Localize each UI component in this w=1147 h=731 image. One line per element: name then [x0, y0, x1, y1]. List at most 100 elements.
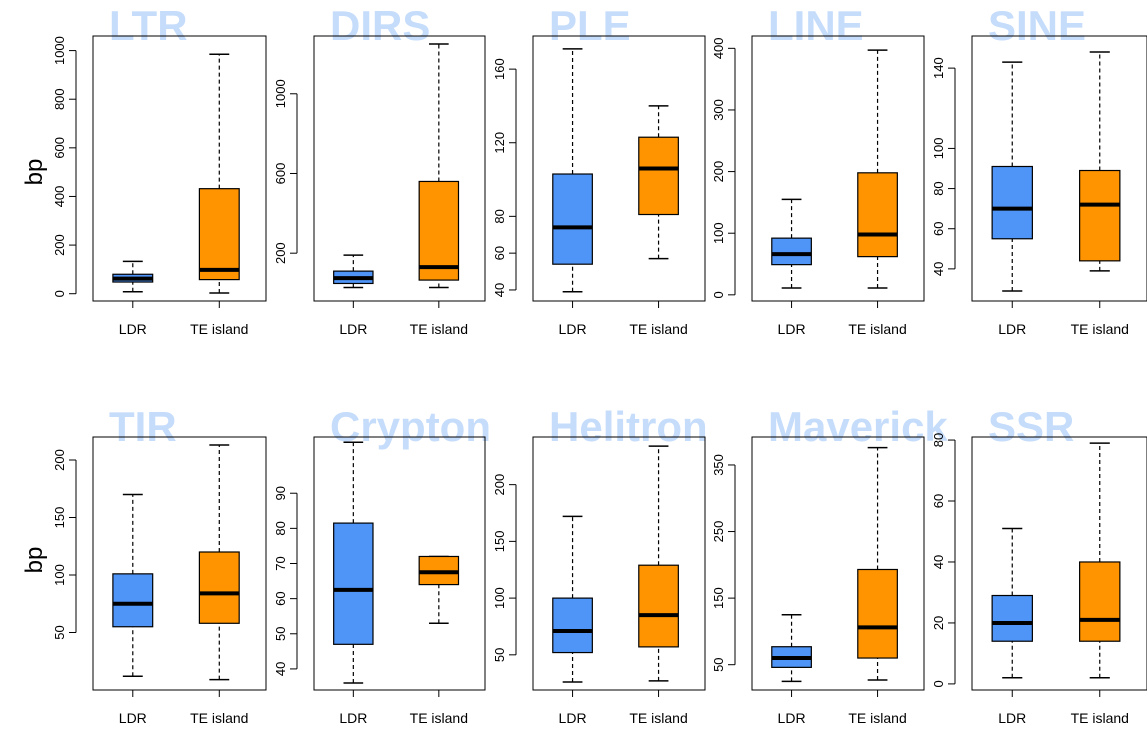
y-tick-label: 350 — [711, 454, 726, 476]
x-category-label: TE island — [1071, 710, 1129, 726]
y-tick-label: 140 — [931, 57, 946, 79]
y-tick-label: 100 — [52, 564, 67, 586]
iqr-box — [418, 180, 460, 281]
plot-frame — [92, 35, 267, 302]
x-category-label: TE island — [410, 321, 468, 337]
x-category-label: LDR — [339, 321, 367, 337]
y-tick-label: 800 — [52, 88, 67, 110]
x-category-label: TE island — [848, 321, 906, 337]
iqr-box — [552, 173, 593, 265]
panel-title: PLE — [549, 2, 631, 49]
y-tick-label: 100 — [711, 222, 726, 244]
y-tick-label: 600 — [273, 163, 288, 185]
plot-frame — [313, 35, 486, 302]
panel-helitron: Helitron 50 100 150 200 LDR TE island — [492, 403, 708, 726]
x-category-label: TE island — [190, 710, 248, 726]
plot-frame — [92, 436, 267, 691]
y-tick-label: 40 — [931, 262, 946, 276]
y-tick-label: 120 — [492, 132, 507, 154]
box-te-island — [638, 105, 679, 260]
x-category-label: TE island — [848, 710, 906, 726]
x-category-label: TE island — [190, 321, 248, 337]
y-tick-label: 50 — [52, 625, 67, 639]
plot-frame — [971, 436, 1147, 691]
y-tick-label: 0 — [52, 290, 67, 297]
y-tick-label: 50 — [711, 657, 726, 671]
iqr-box — [333, 522, 374, 645]
y-tick-label: 600 — [52, 137, 67, 159]
panel-title: LINE — [768, 2, 864, 49]
iqr-box — [1079, 169, 1121, 262]
y-tick-label: 50 — [273, 627, 288, 641]
panel-title: Maverick — [768, 403, 948, 450]
x-category-label: LDR — [559, 321, 587, 337]
panel-title: DIRS — [330, 2, 430, 49]
iqr-box — [198, 188, 240, 281]
y-tick-label: 60 — [492, 246, 507, 260]
box-te-island — [198, 444, 240, 681]
panel-title: TIR — [109, 403, 177, 450]
y-tick-label: 80 — [273, 521, 288, 535]
panel-ssr: SSR 0 20 40 60 80 LDR TE island — [931, 403, 1147, 726]
iqr-box — [771, 237, 812, 266]
x-category-label: TE island — [1071, 321, 1129, 337]
iqr-box — [198, 551, 240, 624]
y-tick-label: 100 — [492, 587, 507, 609]
box-ldr — [333, 254, 374, 289]
y-tick-label: 200 — [273, 242, 288, 264]
y-tick-label: 100 — [931, 138, 946, 160]
iqr-box — [1079, 561, 1121, 642]
panel-line: LINE 0 100 200 300 400 LDR TE island — [711, 2, 925, 337]
y-tick-label: 200 — [52, 234, 67, 256]
x-category-label: LDR — [778, 321, 806, 337]
y-tick-label: 40 — [273, 662, 288, 676]
panel-sine: SINE 40 60 80 100 140 LDR TE island — [931, 2, 1147, 337]
y-tick-label: 80 — [492, 209, 507, 223]
x-category-label: LDR — [559, 710, 587, 726]
iqr-box — [857, 172, 898, 258]
y-tick-label: 40 — [931, 555, 946, 569]
box-ldr — [112, 260, 154, 293]
y-tick-label: 200 — [492, 474, 507, 496]
y-tick-label: 70 — [273, 556, 288, 570]
iqr-box — [991, 594, 1033, 642]
y-tick-label: 0 — [711, 291, 726, 298]
box-te-island — [1079, 442, 1121, 679]
y-tick-label: 0 — [931, 680, 946, 687]
x-category-label: TE island — [629, 710, 687, 726]
x-category-label: LDR — [119, 321, 147, 337]
x-category-label: LDR — [778, 710, 806, 726]
y-tick-label: 200 — [52, 449, 67, 471]
box-te-island — [1079, 51, 1121, 272]
y-tick-label: 160 — [492, 58, 507, 80]
row-2-y-axis-label: bp — [21, 547, 48, 574]
box-ldr — [991, 61, 1033, 292]
iqr-box — [552, 597, 593, 654]
y-tick-label: 50 — [492, 648, 507, 662]
panel-ple: PLE 40 60 80 120 160 LDR TE island — [492, 2, 706, 337]
panel-title: SINE — [988, 2, 1086, 49]
y-tick-label: 60 — [931, 494, 946, 508]
y-tick-label: 60 — [273, 591, 288, 605]
x-category-label: LDR — [339, 710, 367, 726]
box-te-island — [418, 43, 460, 289]
y-tick-label: 150 — [711, 587, 726, 609]
box-ldr — [333, 441, 374, 684]
box-ldr — [771, 614, 812, 683]
box-te-island — [418, 555, 460, 624]
box-ldr — [991, 527, 1033, 679]
x-category-label: LDR — [998, 710, 1026, 726]
box-te-island — [857, 49, 898, 289]
box-ldr — [112, 493, 154, 677]
panel-tir: TIR 50 100 150 200 LDR TE island — [52, 403, 267, 726]
panel-dirs: DIRS 200 600 1000 LDR TE island — [273, 2, 486, 337]
y-tick-label: 400 — [52, 186, 67, 208]
iqr-box — [991, 165, 1033, 240]
y-tick-label: 40 — [492, 283, 507, 297]
y-tick-label: 80 — [931, 433, 946, 447]
x-category-label: LDR — [998, 321, 1026, 337]
y-tick-label: 1000 — [52, 36, 67, 65]
